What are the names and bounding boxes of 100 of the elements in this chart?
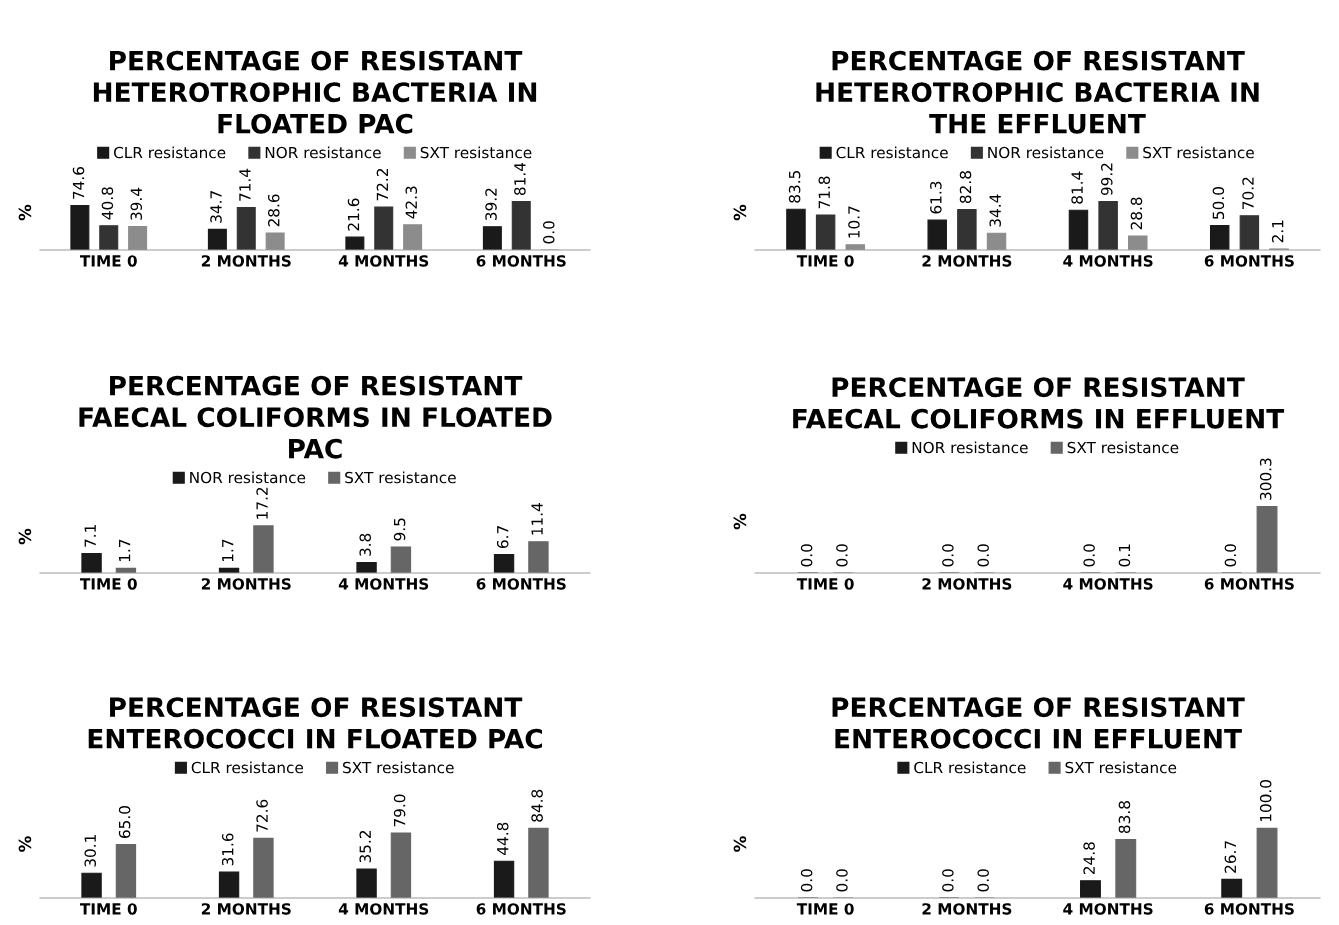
data-label: 1.7 bbox=[222, 539, 234, 562]
data-label: 24.8 bbox=[1083, 842, 1095, 875]
data-label: 61.3 bbox=[930, 181, 942, 214]
data-label: 0.0 bbox=[800, 544, 813, 567]
data-label: 3.8 bbox=[359, 533, 371, 556]
data-label: 0.0 bbox=[977, 869, 989, 892]
data-label: 0.0 bbox=[942, 869, 954, 892]
data-label: 81.4 bbox=[1071, 171, 1083, 204]
legend-label: NOR resistance bbox=[265, 146, 381, 159]
x-tick-label: 2 MONTHS bbox=[201, 255, 291, 267]
x-tick-label: 6 MONTHS bbox=[476, 903, 566, 915]
x-tick-label: 2 MONTHS bbox=[922, 255, 1012, 267]
data-label: 70.2 bbox=[1242, 177, 1254, 209]
x-tick-label: 6 MONTHS bbox=[1204, 903, 1294, 915]
data-label: 39.4 bbox=[130, 187, 143, 220]
data-label: 100.0 bbox=[1259, 780, 1272, 822]
data-label: 6.7 bbox=[496, 526, 509, 549]
data-label: 72.2 bbox=[376, 169, 388, 201]
legend-label: NOR resistance bbox=[988, 146, 1104, 159]
y-axis-title: % bbox=[18, 204, 32, 221]
data-label: 0.0 bbox=[836, 544, 848, 567]
x-tick-label: TIME 0 bbox=[79, 255, 137, 267]
y-axis-title: % bbox=[733, 513, 747, 530]
data-label: 0.0 bbox=[543, 221, 555, 244]
data-label: 2.1 bbox=[1271, 220, 1284, 243]
y-axis-title: % bbox=[18, 528, 32, 545]
data-label: 44.8 bbox=[496, 822, 509, 855]
data-label: 7.1 bbox=[84, 525, 96, 547]
data-label: 26.7 bbox=[1224, 841, 1237, 873]
legend-label: CLR resistance bbox=[191, 761, 304, 774]
data-label: 83.8 bbox=[1118, 801, 1131, 834]
data-label: 9.5 bbox=[393, 518, 406, 541]
x-tick-label: 6 MONTHS bbox=[476, 578, 566, 590]
data-label: 40.8 bbox=[101, 187, 114, 220]
chart-title: PERCENTAGE OF RESISTANT HETEROTROPHIC BACTERIA IN THE EFFLUENT bbox=[816, 50, 1259, 134]
data-label: 30.1 bbox=[84, 835, 96, 867]
data-label: 34.7 bbox=[210, 191, 222, 223]
data-label: 300.3 bbox=[1259, 458, 1272, 500]
legend-label: SXT resistance bbox=[1143, 146, 1254, 159]
data-label: 1.7 bbox=[119, 539, 131, 562]
data-label: 0.0 bbox=[977, 544, 989, 567]
legend-label: SXT resistance bbox=[343, 761, 454, 774]
chart-title: PERCENTAGE OF RESISTANT FAECAL COLIFORMS IN FLOATED PAC bbox=[79, 375, 552, 459]
data-label: 71.8 bbox=[818, 176, 831, 209]
data-label: 21.6 bbox=[347, 198, 360, 231]
x-tick-label: 2 MONTHS bbox=[201, 903, 291, 915]
data-label: 35.2 bbox=[359, 831, 371, 863]
x-tick-label: 4 MONTHS bbox=[1063, 255, 1153, 267]
data-label: 17.2 bbox=[256, 487, 268, 519]
data-label: 50.0 bbox=[1212, 187, 1225, 219]
legend-label: SXT resistance bbox=[420, 146, 532, 159]
legend-label: SXT resistance bbox=[345, 471, 456, 484]
x-tick-label: 6 MONTHS bbox=[1204, 255, 1294, 267]
legend-label: NOR resistance bbox=[912, 441, 1028, 454]
data-label: 34.4 bbox=[989, 194, 1001, 227]
x-tick-label: TIME 0 bbox=[79, 903, 137, 915]
data-label: 83.5 bbox=[788, 171, 801, 203]
data-label: 79.0 bbox=[393, 794, 406, 827]
data-label: 74.6 bbox=[72, 167, 85, 199]
chart-title: PERCENTAGE OF RESISTANT ENTEROCOCCI IN FLOATED PAC bbox=[88, 697, 542, 749]
data-label: 0.0 bbox=[800, 869, 813, 892]
data-label: 10.7 bbox=[848, 206, 860, 238]
data-label: 81.4 bbox=[514, 162, 526, 196]
x-tick-label: TIME 0 bbox=[796, 255, 854, 267]
data-label: 84.8 bbox=[531, 789, 543, 822]
x-tick-label: 2 MONTHS bbox=[922, 903, 1012, 915]
data-label: 65.0 bbox=[118, 806, 131, 838]
data-label: 39.2 bbox=[485, 188, 497, 220]
y-axis-title: % bbox=[733, 836, 747, 852]
x-tick-label: 2 MONTHS bbox=[922, 578, 1012, 590]
chart-title: PERCENTAGE OF RESISTANT HETEROTROPHIC BACTERIA IN FLOATED PAC bbox=[93, 50, 537, 134]
x-tick-label: 6 MONTHS bbox=[1204, 578, 1294, 590]
legend-label: CLR resistance bbox=[836, 146, 948, 159]
x-tick-label: 4 MONTHS bbox=[338, 255, 429, 267]
chart-title: PERCENTAGE OF RESISTANT FAECAL COLIFORMS IN EFFLUENT bbox=[793, 377, 1285, 429]
x-tick-label: 2 MONTHS bbox=[201, 578, 291, 590]
y-axis-title: % bbox=[733, 204, 747, 221]
y-axis-title: % bbox=[18, 836, 32, 852]
data-label: 82.8 bbox=[959, 171, 972, 204]
x-tick-label: TIME 0 bbox=[796, 903, 854, 915]
data-label: 72.6 bbox=[256, 799, 268, 832]
data-label: 0.0 bbox=[1083, 544, 1095, 567]
legend-label: CLR resistance bbox=[914, 761, 1026, 774]
data-label: 42.3 bbox=[405, 186, 418, 219]
x-tick-label: 4 MONTHS bbox=[338, 578, 429, 590]
legend-label: SXT resistance bbox=[1065, 761, 1177, 774]
data-label: 0.0 bbox=[1224, 544, 1237, 567]
x-tick-label: TIME 0 bbox=[796, 578, 854, 590]
legend-label: SXT resistance bbox=[1067, 441, 1179, 454]
x-tick-label: 6 MONTHS bbox=[476, 255, 566, 267]
x-tick-label: 4 MONTHS bbox=[1063, 903, 1153, 915]
x-tick-label: 4 MONTHS bbox=[1063, 578, 1153, 590]
data-label: 31.6 bbox=[221, 833, 234, 866]
x-tick-label: 4 MONTHS bbox=[338, 903, 429, 915]
data-label: 28.6 bbox=[268, 194, 280, 227]
data-label: 28.8 bbox=[1130, 197, 1143, 230]
legend-label: NOR resistance bbox=[190, 471, 306, 484]
data-label: 0.1 bbox=[1118, 544, 1131, 567]
data-label: 99.2 bbox=[1101, 163, 1113, 196]
chart-title: PERCENTAGE OF RESISTANT ENTEROCOCCI IN EFFLUENT bbox=[832, 697, 1245, 749]
